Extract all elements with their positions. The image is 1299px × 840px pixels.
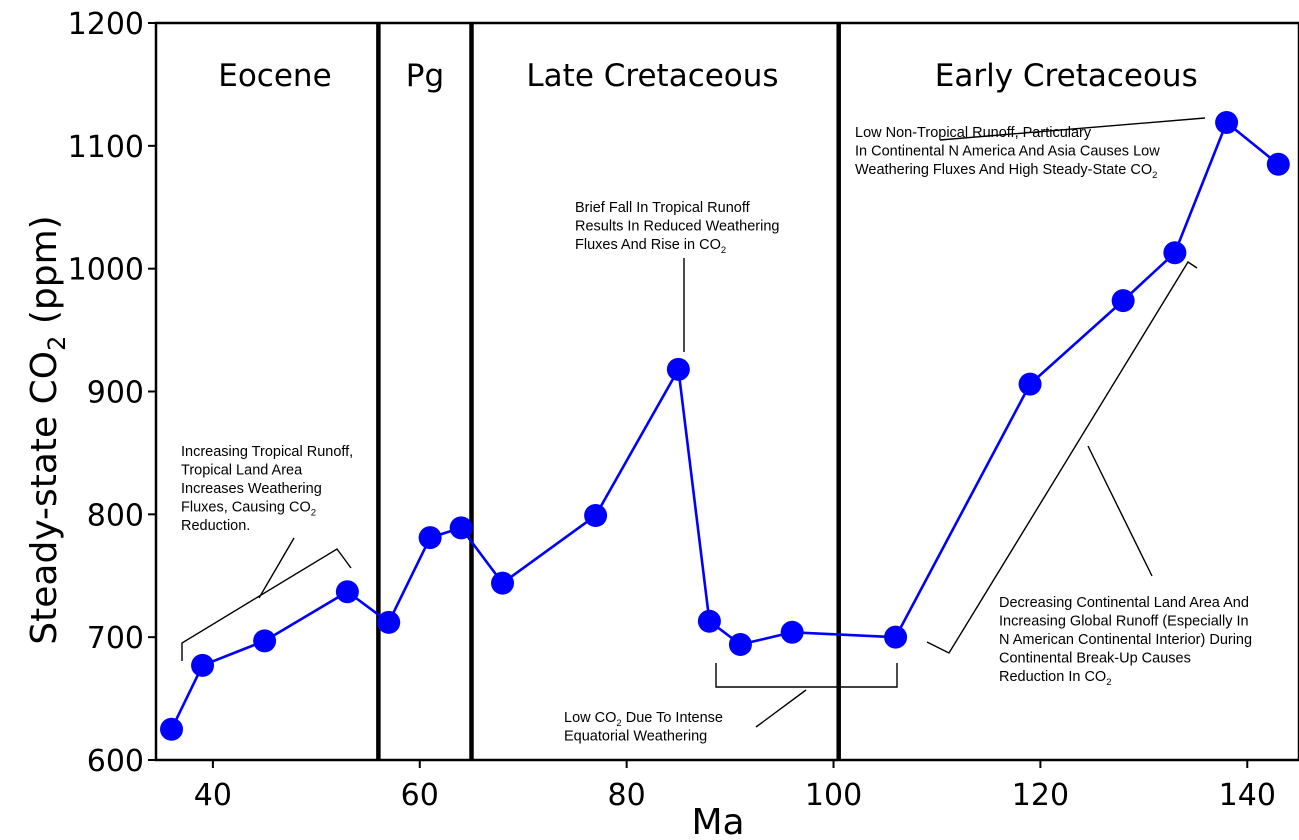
y-tick-label: 1000 (68, 253, 144, 288)
data-point (491, 571, 515, 595)
x-tick-label: 40 (194, 778, 232, 813)
data-point (1215, 110, 1239, 134)
x-tick-label: 140 (1219, 778, 1276, 813)
data-point (1111, 289, 1135, 313)
y-tick-label: 900 (87, 376, 144, 411)
equatorial-leader (755, 689, 807, 728)
annotation-breakup: Decreasing Continental Land Area And Incr… (999, 595, 1252, 688)
y-tick-label: 1200 (68, 7, 144, 42)
y-tick-label: 700 (87, 621, 144, 656)
x-tick-label: 80 (608, 778, 646, 813)
data-point (584, 504, 608, 528)
data-point (666, 357, 690, 381)
high-co2-leader (939, 117, 1206, 141)
x-tick-label: 100 (805, 778, 862, 813)
data-point (253, 629, 277, 653)
period-label: Eocene (218, 58, 331, 94)
breakup-leader (1087, 445, 1153, 577)
data-point (418, 526, 442, 550)
period-label: Late Cretaceous (526, 58, 778, 94)
data-point (697, 609, 721, 633)
x-tick-label: 60 (401, 778, 439, 813)
period-boundaries (376, 23, 841, 760)
data-point (1163, 241, 1187, 265)
plot-frame (154, 21, 1299, 762)
data-point (191, 653, 215, 677)
y-tick-label: 600 (87, 744, 144, 779)
period-label: Early Cretaceous (935, 58, 1198, 94)
breakup-bracket (926, 261, 1198, 654)
series-points (160, 110, 1290, 741)
data-point (884, 625, 908, 649)
data-point (335, 580, 359, 604)
annotation-equatorial: Low CO2 Due To Intense Equatorial Weather… (564, 710, 723, 745)
data-point (449, 516, 473, 540)
y-tick-label: 1100 (68, 130, 144, 165)
y-axis-ticks: 600 700 800 900 1000 1100 1200 (68, 7, 156, 779)
period-labels: Eocene Pg Late Cretaceous Early Cretaceous (218, 58, 1197, 94)
eocene-leader (258, 537, 295, 599)
x-tick-label: 120 (1012, 778, 1069, 813)
data-point (377, 610, 401, 634)
annotation-high-co2: Low Non-Tropical Runoff, Particulary In C… (855, 125, 1160, 181)
x-axis-ticks: 40 60 80 100 120 140 (194, 760, 1276, 813)
data-point (1018, 372, 1042, 396)
data-point (160, 717, 184, 741)
x-axis-label: Ma (691, 802, 744, 840)
y-axis-label: Steady-state CO2 (ppm) (24, 215, 71, 644)
period-label: Pg (406, 58, 444, 94)
equatorial-bracket (715, 663, 898, 688)
data-point (1266, 152, 1290, 176)
y-tick-label: 800 (87, 498, 144, 533)
annotation-leaders (181, 117, 1206, 728)
annotation-peak: Brief Fall In Tropical Runoff Results In … (575, 200, 779, 256)
annotation-eocene: Increasing Tropical Runoff, Tropical Land… (181, 444, 353, 534)
data-point (728, 633, 752, 657)
data-point (780, 620, 804, 644)
